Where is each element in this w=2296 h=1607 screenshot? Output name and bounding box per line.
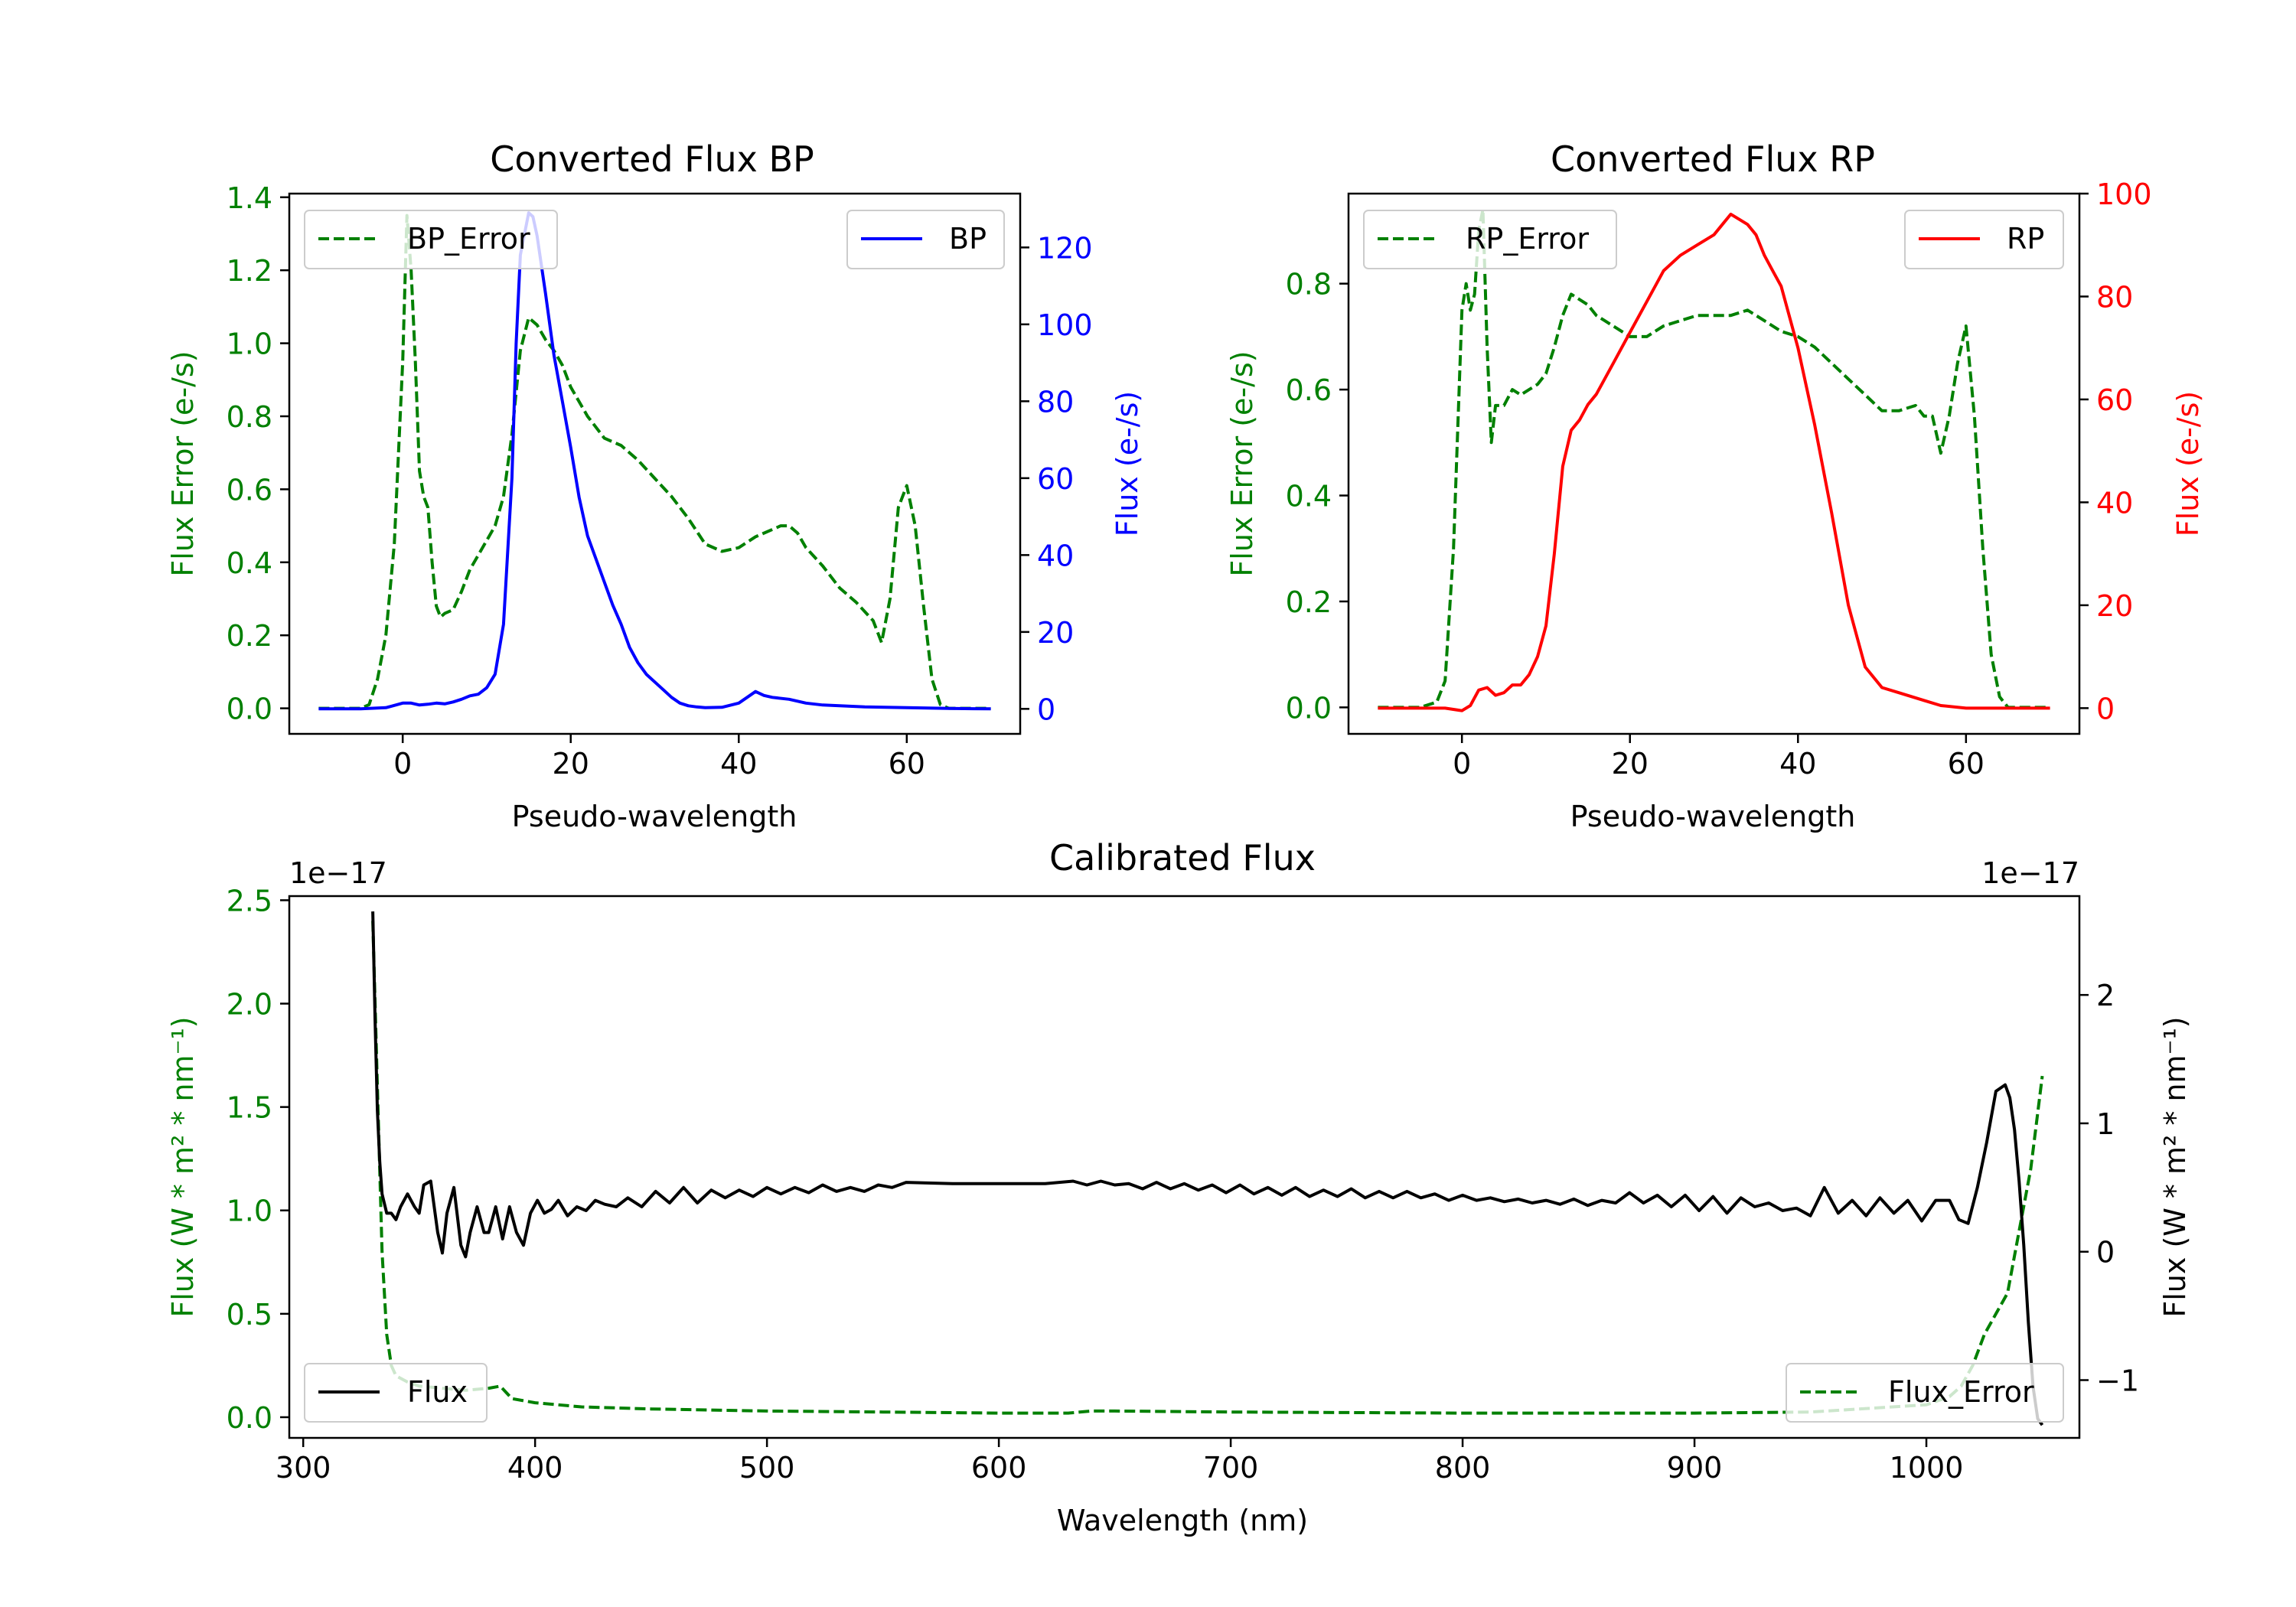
- rp-xtick-label: 20: [1612, 747, 1649, 781]
- cal-xlabel: Wavelength (nm): [1057, 1504, 1308, 1537]
- rp-ytick-left-label: 0.6: [1286, 373, 1332, 407]
- rp-xtick-label: 40: [1779, 747, 1816, 781]
- bp-ytick-right-label: 20: [1037, 616, 1074, 650]
- bp-xlabel: Pseudo-wavelength: [512, 800, 797, 833]
- cal-legend-left-label: Flux: [407, 1375, 468, 1409]
- panel-rp: Converted Flux RP 0 20 40 60 0.0 0.2 0.4 0.6 0.8…: [1225, 139, 2205, 833]
- cal-ytick-right-label: −1: [2096, 1364, 2139, 1398]
- cal-ytick-right-label: 0: [2096, 1236, 2115, 1270]
- panel-bp: Converted Flux BP 0 20 40 60 0.0 0.2 0.4 0.6 0.8…: [166, 139, 1144, 833]
- cal-ylabel-left: Flux (W * m² * nm⁻¹): [166, 1016, 200, 1317]
- rp-ytick-left-label: 0.8: [1286, 268, 1332, 302]
- cal-ytick-left-label: 1.0: [227, 1195, 272, 1228]
- bp-ytick-left-label: 1.0: [227, 328, 272, 361]
- cal-xtick-label: 600: [971, 1451, 1027, 1485]
- rp-ytick-left-label: 0.0: [1286, 691, 1332, 725]
- cal-series-flux: [371, 911, 2044, 1426]
- cal-ytick-right-label: 1: [2096, 1107, 2115, 1141]
- cal-ytick-left-label: 2.0: [227, 988, 272, 1022]
- bp-ytick-right-label: 100: [1037, 308, 1093, 342]
- bp-ytick-right-label: 80: [1037, 385, 1074, 419]
- bp-ytick-left-label: 1.4: [227, 181, 272, 215]
- bp-axes-frame: [288, 192, 1022, 735]
- bp-ytick-left-label: 0.8: [227, 400, 272, 434]
- bp-ytick-right-label: 120: [1037, 231, 1093, 265]
- bp-ytick-left-label: 0.4: [227, 546, 272, 580]
- rp-ytick-right-label: 80: [2096, 280, 2133, 314]
- rp-ytick-right-label: 100: [2096, 178, 2152, 211]
- rp-ytick-right-label: 0: [2096, 692, 2115, 725]
- cal-legend-right-label: Flux_Error: [1888, 1375, 2034, 1409]
- rp-legend-right: RP: [1904, 210, 2064, 269]
- rp-legend-right-box: [1904, 210, 2064, 269]
- cal-ytick-right-label: 2: [2096, 979, 2115, 1012]
- bp-title: Converted Flux BP: [490, 139, 814, 180]
- cal-legend-right: Flux_Error: [1786, 1363, 2064, 1423]
- rp-xlabel: Pseudo-wavelength: [1570, 800, 1856, 833]
- cal-series-flux-error: [371, 921, 2044, 1415]
- bp-ytick-right-label: 60: [1037, 462, 1074, 496]
- rp-ytick-right-label: 40: [2096, 486, 2133, 520]
- bp-ytick-left-label: 0.0: [227, 693, 272, 726]
- cal-xtick-label: 800: [1435, 1451, 1491, 1485]
- bp-legend-right-label: BP: [949, 222, 987, 256]
- bp-xtick-label: 20: [553, 747, 589, 781]
- rp-axes-frame: [1347, 192, 2081, 735]
- bp-ytick-left-label: 1.2: [227, 254, 272, 288]
- bp-xtick-label: 40: [720, 747, 757, 781]
- rp-xtick-label: 0: [1453, 747, 1471, 781]
- bp-ytick-left-label: 0.6: [227, 473, 272, 507]
- rp-xtick-label: 60: [1948, 747, 1985, 781]
- bp-legend-right: BP: [846, 210, 1005, 269]
- cal-xtick-label: 400: [507, 1451, 563, 1485]
- bp-xtick-label: 0: [393, 747, 412, 781]
- cal-xtick-label: 300: [276, 1451, 331, 1485]
- cal-legend-right-box: [1786, 1363, 2064, 1423]
- rp-title: Converted Flux RP: [1551, 139, 1875, 180]
- cal-ytick-left-label: 2.5: [227, 884, 272, 918]
- rp-ytick-left-label: 0.2: [1286, 585, 1332, 619]
- bp-legend-left: BP_Error: [304, 210, 558, 269]
- bp-ytick-left-label: 0.2: [227, 619, 272, 653]
- cal-axes-frame: [288, 895, 2081, 1439]
- bp-ylabel-right: Flux (e-/s): [1110, 391, 1144, 536]
- rp-legend-right-label: RP: [2007, 222, 2044, 256]
- bp-legend-left-box: [304, 210, 558, 269]
- cal-ytick-left-label: 0.5: [227, 1298, 272, 1332]
- bp-ytick-right-label: 40: [1037, 539, 1074, 572]
- rp-legend-left-box: [1363, 210, 1617, 269]
- bp-series-bp: [318, 211, 991, 711]
- cal-scale-note-left: 1e−17: [289, 856, 387, 890]
- rp-ytick-left-label: 0.4: [1286, 480, 1332, 513]
- cal-xtick-label: 1000: [1890, 1451, 1964, 1485]
- bp-ylabel-left: Flux Error (e-/s): [166, 350, 200, 576]
- cal-xtick-label: 700: [1203, 1451, 1259, 1485]
- bp-ytick-right-label: 0: [1037, 693, 1055, 726]
- bp-xtick-label: 60: [889, 747, 925, 781]
- cal-legend-left: Flux: [304, 1363, 488, 1423]
- cal-ylabel-right: Flux (W * m² * nm⁻¹): [2158, 1016, 2192, 1317]
- bp-legend-right-box: [846, 210, 1005, 269]
- cal-title: Calibrated Flux: [1049, 837, 1316, 878]
- cal-ytick-left-label: 1.5: [227, 1091, 272, 1125]
- cal-ytick-left-label: 0.0: [227, 1401, 272, 1435]
- bp-legend-left-label: BP_Error: [407, 222, 530, 256]
- rp-series-rp-error: [1378, 207, 2050, 709]
- rp-ylabel-right: Flux (e-/s): [2171, 391, 2205, 536]
- rp-ytick-right-label: 20: [2096, 589, 2133, 623]
- panel-calibrated: Calibrated Flux 1e−17 1e−17 300 400 500 600…: [166, 837, 2192, 1537]
- rp-ylabel-left: Flux Error (e-/s): [1225, 350, 1259, 576]
- cal-legend-left-box: [304, 1363, 488, 1423]
- cal-scale-note-right: 1e−17: [1981, 856, 2079, 890]
- bp-series-bp-error: [318, 214, 991, 710]
- rp-legend-left: RP_Error: [1363, 210, 1617, 269]
- rp-series-rp: [1378, 212, 2050, 712]
- rp-ytick-right-label: 60: [2096, 383, 2133, 417]
- cal-xtick-label: 900: [1667, 1451, 1723, 1485]
- rp-legend-left-label: RP_Error: [1466, 222, 1589, 256]
- cal-xtick-label: 500: [739, 1451, 795, 1485]
